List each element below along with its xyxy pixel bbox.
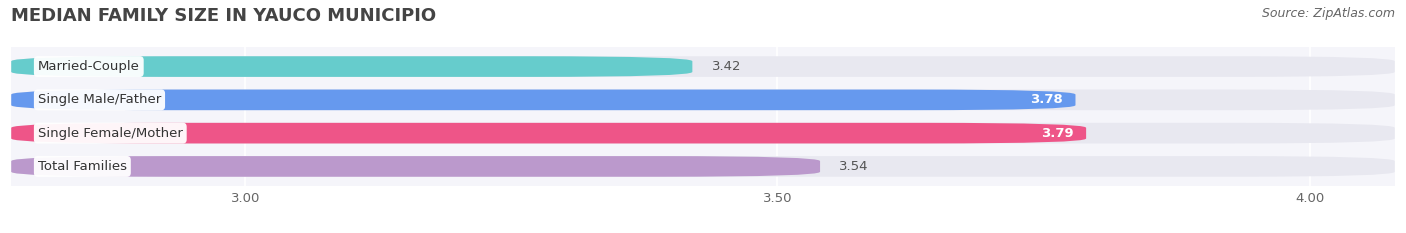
FancyBboxPatch shape xyxy=(11,123,1395,144)
FancyBboxPatch shape xyxy=(11,123,1085,144)
FancyBboxPatch shape xyxy=(11,89,1395,110)
Text: Total Families: Total Families xyxy=(38,160,127,173)
Text: MEDIAN FAMILY SIZE IN YAUCO MUNICIPIO: MEDIAN FAMILY SIZE IN YAUCO MUNICIPIO xyxy=(11,7,436,25)
Text: 3.79: 3.79 xyxy=(1040,127,1073,140)
FancyBboxPatch shape xyxy=(11,89,1076,110)
Text: Single Male/Father: Single Male/Father xyxy=(38,93,162,106)
Text: 3.78: 3.78 xyxy=(1031,93,1063,106)
FancyBboxPatch shape xyxy=(11,56,692,77)
Text: Source: ZipAtlas.com: Source: ZipAtlas.com xyxy=(1261,7,1395,20)
FancyBboxPatch shape xyxy=(11,156,1395,177)
FancyBboxPatch shape xyxy=(11,56,1395,77)
Text: 3.42: 3.42 xyxy=(711,60,741,73)
Text: Single Female/Mother: Single Female/Mother xyxy=(38,127,183,140)
FancyBboxPatch shape xyxy=(11,156,820,177)
Text: Married-Couple: Married-Couple xyxy=(38,60,139,73)
Text: 3.54: 3.54 xyxy=(839,160,869,173)
